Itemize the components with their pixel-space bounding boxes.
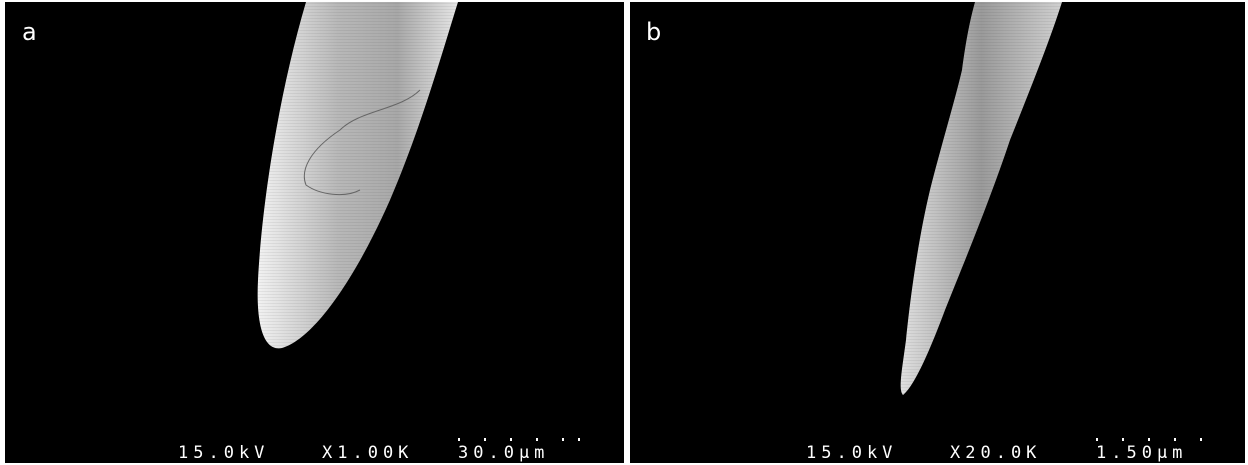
page: a 15.0kV X1.00K 30.0μm b 15.0kV X20.0K 1…: [0, 0, 1248, 465]
panel-b: b 15.0kV X20.0K 1.50μm: [630, 2, 1245, 463]
figure: a 15.0kV X1.00K 30.0μm b 15.0kV X20.0K 1…: [0, 0, 1248, 465]
sem-voltage: 15.0kV: [178, 443, 269, 463]
sem-scale: 1.50μm: [1096, 443, 1187, 463]
panel-label: a: [22, 18, 37, 46]
panel-label: b: [646, 18, 661, 46]
sem-magnification: X20.0K: [950, 443, 1041, 463]
sem-scale: 30.0μm: [458, 443, 549, 463]
sem-magnification: X1.00K: [322, 443, 413, 463]
panel-a: a 15.0kV X1.00K 30.0μm: [5, 2, 624, 463]
sem-voltage: 15.0kV: [806, 443, 897, 463]
